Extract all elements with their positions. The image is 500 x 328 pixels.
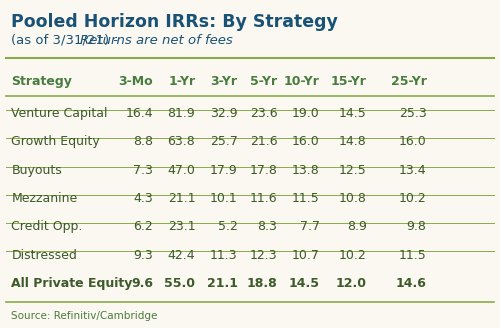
- Text: 12.0: 12.0: [336, 277, 367, 290]
- Text: 21.6: 21.6: [250, 135, 278, 148]
- Text: 23.6: 23.6: [250, 107, 278, 120]
- Text: 5-Yr: 5-Yr: [250, 74, 278, 88]
- Text: 9.6: 9.6: [131, 277, 153, 290]
- Text: 47.0: 47.0: [168, 164, 196, 177]
- Text: 10.2: 10.2: [399, 192, 426, 205]
- Text: 23.1: 23.1: [168, 220, 196, 233]
- Text: 3-Mo: 3-Mo: [118, 74, 153, 88]
- Text: 21.1: 21.1: [168, 192, 196, 205]
- Text: Growth Equity: Growth Equity: [12, 135, 100, 148]
- Text: Pooled Horizon IRRs: By Strategy: Pooled Horizon IRRs: By Strategy: [12, 13, 338, 31]
- Text: 8.3: 8.3: [258, 220, 278, 233]
- Text: Source: Refinitiv/Cambridge: Source: Refinitiv/Cambridge: [12, 311, 158, 321]
- Text: 4.3: 4.3: [134, 192, 153, 205]
- Text: 10.7: 10.7: [292, 249, 320, 261]
- Text: Buyouts: Buyouts: [12, 164, 62, 177]
- Text: Strategy: Strategy: [12, 74, 72, 88]
- Text: 11.6: 11.6: [250, 192, 278, 205]
- Text: 18.8: 18.8: [246, 277, 278, 290]
- Text: 7.3: 7.3: [133, 164, 153, 177]
- Text: 63.8: 63.8: [168, 135, 196, 148]
- Text: Venture Capital: Venture Capital: [12, 107, 108, 120]
- Text: 10.1: 10.1: [210, 192, 238, 205]
- Text: 25.3: 25.3: [399, 107, 426, 120]
- Text: All Private Equity: All Private Equity: [12, 277, 132, 290]
- Text: 11.5: 11.5: [292, 192, 320, 205]
- Text: 55.0: 55.0: [164, 277, 196, 290]
- Text: 11.5: 11.5: [399, 249, 426, 261]
- Text: 16.4: 16.4: [126, 107, 153, 120]
- Text: 1-Yr: 1-Yr: [168, 74, 196, 88]
- Text: 14.5: 14.5: [288, 277, 320, 290]
- Text: 13.4: 13.4: [399, 164, 426, 177]
- Text: 3-Yr: 3-Yr: [210, 74, 238, 88]
- Text: 17.9: 17.9: [210, 164, 238, 177]
- Text: 12.3: 12.3: [250, 249, 278, 261]
- Text: 21.1: 21.1: [206, 277, 238, 290]
- Text: 14.5: 14.5: [339, 107, 367, 120]
- Text: Mezzanine: Mezzanine: [12, 192, 78, 205]
- Text: 5.2: 5.2: [218, 220, 238, 233]
- Text: 14.8: 14.8: [339, 135, 367, 148]
- Text: 15-Yr: 15-Yr: [331, 74, 367, 88]
- Text: 81.9: 81.9: [168, 107, 196, 120]
- Text: 10.2: 10.2: [339, 249, 367, 261]
- Text: 7.7: 7.7: [300, 220, 320, 233]
- Text: 16.0: 16.0: [292, 135, 320, 148]
- Text: 9.3: 9.3: [134, 249, 153, 261]
- Text: 6.2: 6.2: [134, 220, 153, 233]
- Text: 9.8: 9.8: [406, 220, 426, 233]
- Text: 25-Yr: 25-Yr: [390, 74, 426, 88]
- Text: 19.0: 19.0: [292, 107, 320, 120]
- Text: (as of 3/31/21) -: (as of 3/31/21) -: [12, 34, 122, 47]
- Text: Returns are net of fees: Returns are net of fees: [80, 34, 233, 47]
- Text: 12.5: 12.5: [339, 164, 367, 177]
- Text: 32.9: 32.9: [210, 107, 238, 120]
- Text: 16.0: 16.0: [399, 135, 426, 148]
- Text: 8.9: 8.9: [347, 220, 367, 233]
- Text: Distressed: Distressed: [12, 249, 77, 261]
- Text: 13.8: 13.8: [292, 164, 320, 177]
- Text: 11.3: 11.3: [210, 249, 238, 261]
- Text: 14.6: 14.6: [396, 277, 426, 290]
- Text: 8.8: 8.8: [133, 135, 153, 148]
- Text: 10.8: 10.8: [339, 192, 367, 205]
- Text: 25.7: 25.7: [210, 135, 238, 148]
- Text: 42.4: 42.4: [168, 249, 196, 261]
- Text: 17.8: 17.8: [250, 164, 278, 177]
- Text: 10-Yr: 10-Yr: [284, 74, 320, 88]
- Text: Credit Opp.: Credit Opp.: [12, 220, 83, 233]
